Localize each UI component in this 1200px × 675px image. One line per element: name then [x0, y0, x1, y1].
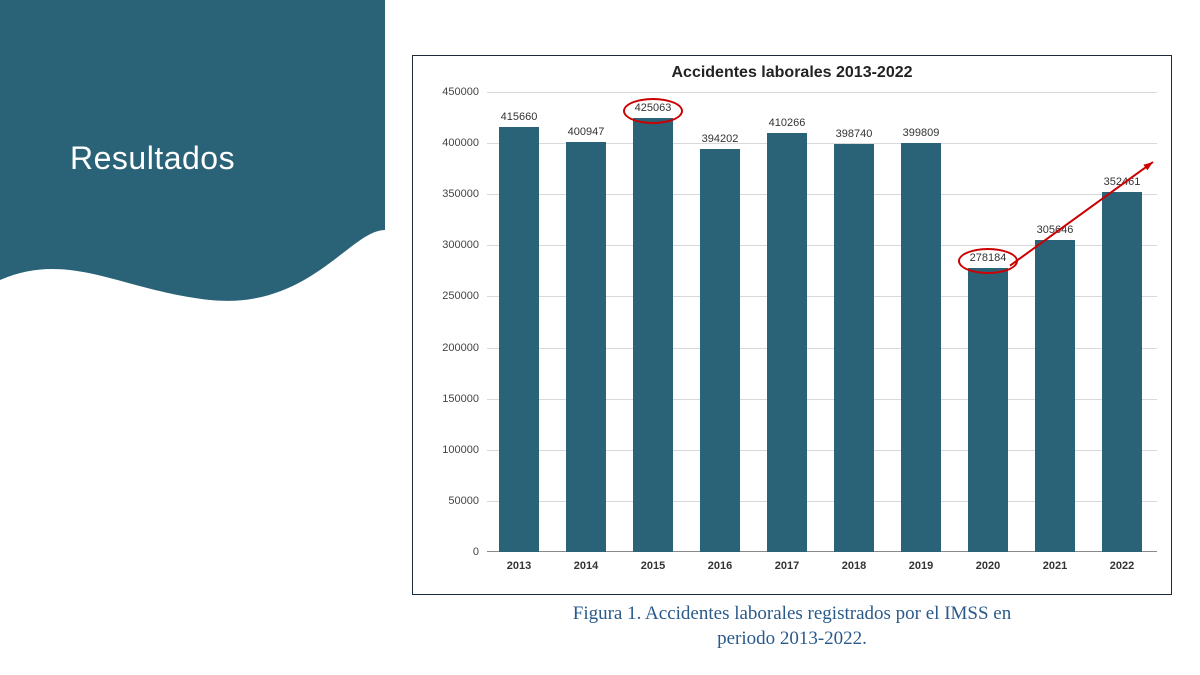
y-axis-label: 300000: [419, 239, 479, 251]
plot-area: 0500001000001500002000002500003000003500…: [487, 92, 1157, 552]
figure-caption: Figura 1. Accidentes laborales registrad…: [412, 602, 1172, 651]
x-axis-label: 2022: [1102, 560, 1142, 572]
bar-value-label: 398740: [826, 128, 882, 140]
bar: [901, 143, 941, 552]
y-axis-label: 400000: [419, 137, 479, 149]
bar-value-label: 399809: [893, 127, 949, 139]
side-panel: Resultados: [0, 0, 385, 320]
bar: [834, 144, 874, 552]
bar: [1035, 240, 1075, 552]
bar-value-label: 352461: [1094, 176, 1150, 188]
highlight-circle: [623, 98, 683, 124]
chart-box: Accidentes laborales 2013-2022 050000100…: [412, 55, 1172, 595]
y-axis-label: 50000: [419, 495, 479, 507]
bar: [767, 133, 807, 552]
y-axis-label: 250000: [419, 290, 479, 302]
bar-value-label: 415660: [491, 111, 547, 123]
y-axis-label: 450000: [419, 86, 479, 98]
bar: [700, 149, 740, 552]
caption-line1: Figura 1. Accidentes laborales registrad…: [573, 603, 1011, 624]
x-axis-label: 2014: [566, 560, 606, 572]
chart-container: Accidentes laborales 2013-2022 050000100…: [412, 55, 1172, 595]
caption-line2: periodo 2013-2022.: [717, 628, 867, 649]
y-axis-label: 100000: [419, 444, 479, 456]
y-axis-label: 350000: [419, 188, 479, 200]
x-axis-label: 2020: [968, 560, 1008, 572]
bar: [633, 118, 673, 553]
x-axis-label: 2018: [834, 560, 874, 572]
y-axis-label: 200000: [419, 342, 479, 354]
bar-value-label: 400947: [558, 126, 614, 138]
y-axis-label: 150000: [419, 393, 479, 405]
bar: [499, 127, 539, 552]
x-axis-label: 2019: [901, 560, 941, 572]
bar: [1102, 192, 1142, 552]
x-axis-label: 2017: [767, 560, 807, 572]
bar: [968, 268, 1008, 552]
bar: [566, 142, 606, 552]
bar-value-label: 410266: [759, 117, 815, 129]
grid-line: [487, 92, 1157, 93]
highlight-circle: [958, 248, 1018, 274]
bar-value-label: 394202: [692, 133, 748, 145]
bar-value-label: 305646: [1027, 224, 1083, 236]
chart-title: Accidentes laborales 2013-2022: [413, 56, 1171, 82]
x-axis-label: 2013: [499, 560, 539, 572]
x-axis-label: 2015: [633, 560, 673, 572]
x-axis-label: 2021: [1035, 560, 1075, 572]
y-axis-label: 0: [419, 546, 479, 558]
x-axis-label: 2016: [700, 560, 740, 572]
side-title: Resultados: [70, 140, 235, 177]
